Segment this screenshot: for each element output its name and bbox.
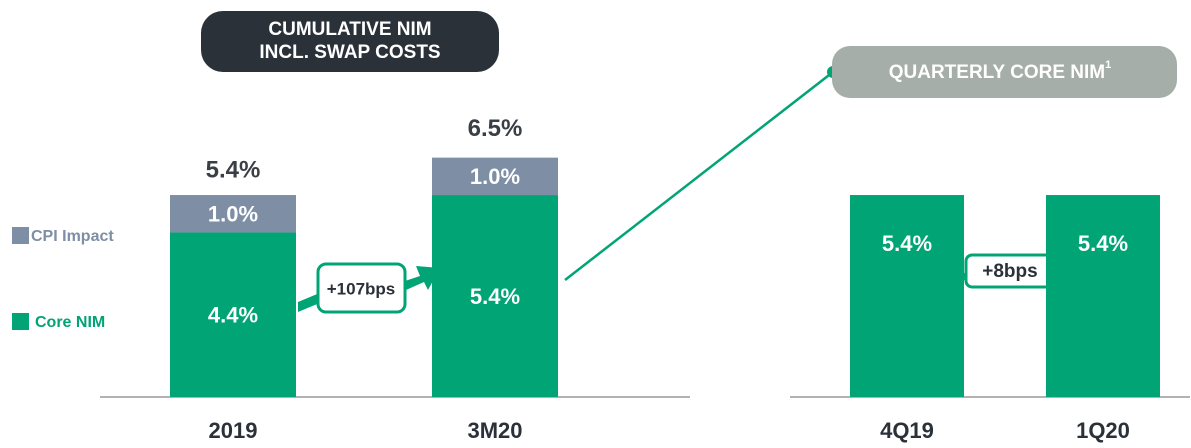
legend-swatch xyxy=(12,313,29,330)
bar-segment xyxy=(170,232,296,397)
connector xyxy=(564,71,834,281)
x-tick-label: 3M20 xyxy=(467,418,522,443)
value-label: 1.0% xyxy=(208,202,258,227)
chart-title: QUARTERLY CORE NIM1 xyxy=(889,59,1112,83)
legend-swatch xyxy=(12,227,29,244)
arrow-shaft xyxy=(298,292,322,312)
x-tick-label: 4Q19 xyxy=(880,418,934,443)
annotation: +8bps xyxy=(982,261,1037,282)
title-pill xyxy=(832,46,1177,98)
bar-segment xyxy=(170,195,296,233)
annotation-box xyxy=(316,262,407,314)
legend-label: Core NIM xyxy=(35,314,105,331)
value-label: 5.4% xyxy=(882,231,932,256)
total-label: 6.5% xyxy=(468,115,523,142)
bar-segment xyxy=(850,195,964,397)
chart-title: INCL. SWAP COSTS xyxy=(259,42,440,63)
value-label: 5.4% xyxy=(470,284,520,309)
value-label: 4.4% xyxy=(208,303,258,328)
title-text: QUARTERLY CORE NIM xyxy=(889,62,1105,83)
legend-label: CPI Impact xyxy=(31,228,114,245)
chart-title: CUMULATIVE NIM xyxy=(268,19,431,40)
title-pill xyxy=(201,11,499,72)
x-tick-label: 1Q20 xyxy=(1076,418,1130,443)
value-label: 5.4% xyxy=(1078,231,1128,256)
bar-segment xyxy=(1046,195,1160,397)
footnote-mark: 1 xyxy=(1105,59,1111,71)
arrow-head xyxy=(402,266,440,290)
value-label: 1.0% xyxy=(470,164,520,189)
bar-segment xyxy=(432,157,558,196)
bar-segment xyxy=(432,195,558,397)
total-label: 5.4% xyxy=(206,156,261,183)
annotation: +107bps xyxy=(327,279,396,298)
x-tick-label: 2019 xyxy=(209,418,258,443)
